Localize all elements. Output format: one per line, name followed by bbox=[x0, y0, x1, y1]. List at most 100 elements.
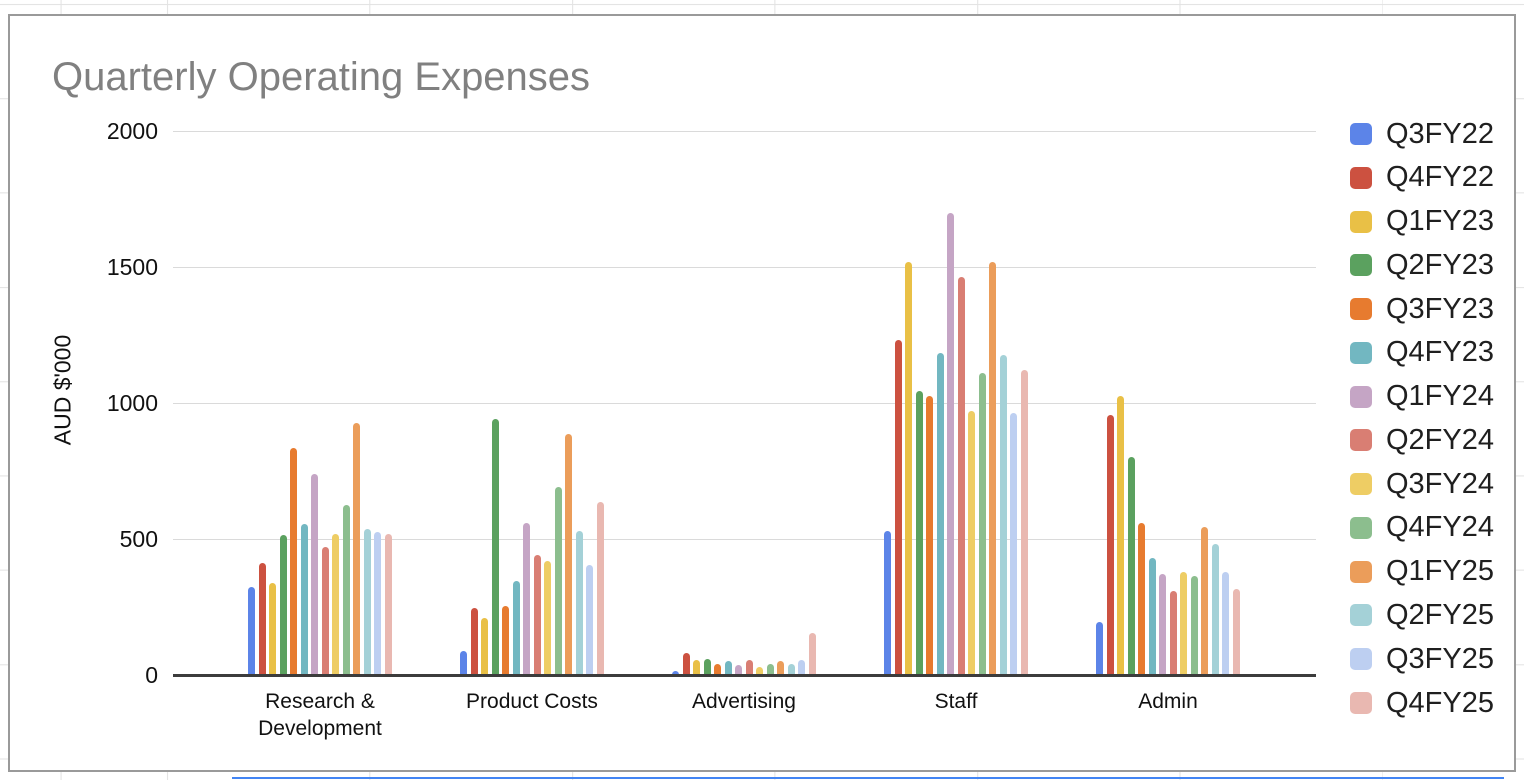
bar-q3fy23-advertising[interactable] bbox=[714, 664, 722, 675]
chart-title[interactable]: Quarterly Operating Expenses bbox=[52, 55, 591, 99]
bar-q3fy24-staff[interactable] bbox=[968, 411, 976, 675]
bar-q4fy25-advertising[interactable] bbox=[808, 633, 816, 675]
bar-q4fy25-research-development[interactable] bbox=[384, 534, 392, 675]
legend-item-q1fy25[interactable]: Q1FY25 bbox=[1350, 550, 1494, 594]
legend-item-q3fy24[interactable]: Q3FY24 bbox=[1350, 462, 1494, 506]
bar-q1fy24-staff[interactable] bbox=[947, 213, 955, 675]
bar-q3fy25-staff[interactable] bbox=[1010, 413, 1018, 675]
sheet-selection-line bbox=[232, 777, 1504, 779]
bar-q4fy24-advertising[interactable] bbox=[766, 664, 774, 675]
gridline-1000 bbox=[173, 403, 1316, 404]
bar-q4fy24-admin[interactable] bbox=[1190, 576, 1198, 675]
legend-label-q4fy24: Q4FY24 bbox=[1386, 511, 1494, 544]
bar-q4fy25-product-costs[interactable] bbox=[596, 502, 604, 675]
bar-q3fy25-admin[interactable] bbox=[1222, 572, 1230, 675]
bar-q4fy25-staff[interactable] bbox=[1020, 370, 1028, 675]
bar-q4fy25-admin[interactable] bbox=[1232, 589, 1240, 675]
legend-item-q3fy23[interactable]: Q3FY23 bbox=[1350, 287, 1494, 331]
bar-q3fy23-admin[interactable] bbox=[1138, 523, 1146, 675]
bar-q4fy24-product-costs[interactable] bbox=[554, 487, 562, 675]
bar-q2fy25-staff[interactable] bbox=[999, 355, 1007, 675]
bar-q1fy24-advertising[interactable] bbox=[735, 665, 743, 675]
legend-item-q2fy25[interactable]: Q2FY25 bbox=[1350, 593, 1494, 637]
bar-q2fy23-admin[interactable] bbox=[1127, 457, 1135, 675]
bar-q2fy23-product-costs[interactable] bbox=[491, 419, 499, 675]
bar-q1fy24-research-development[interactable] bbox=[311, 474, 319, 675]
legend-item-q1fy24[interactable]: Q1FY24 bbox=[1350, 375, 1494, 419]
bar-q1fy25-product-costs[interactable] bbox=[565, 434, 573, 675]
legend-item-q4fy25[interactable]: Q4FY25 bbox=[1350, 681, 1494, 725]
bar-q1fy23-admin[interactable] bbox=[1117, 396, 1125, 675]
bar-q4fy22-advertising[interactable] bbox=[682, 653, 690, 675]
x-axis-line bbox=[173, 674, 1316, 677]
bar-q3fy22-staff[interactable] bbox=[884, 531, 892, 675]
bar-q4fy23-product-costs[interactable] bbox=[512, 581, 520, 675]
y-tick-2000: 2000 bbox=[106, 118, 158, 144]
bar-q4fy22-staff[interactable] bbox=[894, 340, 902, 675]
legend-item-q2fy23[interactable]: Q2FY23 bbox=[1350, 243, 1494, 287]
bar-q1fy25-admin[interactable] bbox=[1201, 527, 1209, 675]
plot-area bbox=[173, 131, 1316, 675]
bar-q3fy22-advertising[interactable] bbox=[672, 671, 680, 675]
bar-q3fy24-admin[interactable] bbox=[1180, 572, 1188, 675]
legend-label-q3fy22: Q3FY22 bbox=[1386, 117, 1494, 150]
bar-q3fy23-product-costs[interactable] bbox=[502, 606, 510, 675]
bar-q2fy23-staff[interactable] bbox=[915, 391, 923, 675]
legend-label-q2fy23: Q2FY23 bbox=[1386, 248, 1494, 281]
bar-q4fy23-staff[interactable] bbox=[936, 353, 944, 675]
bar-q3fy24-advertising[interactable] bbox=[756, 667, 764, 675]
bar-q3fy22-product-costs[interactable] bbox=[460, 651, 468, 675]
bar-q1fy25-research-development[interactable] bbox=[353, 423, 361, 675]
bar-q4fy23-advertising[interactable] bbox=[724, 661, 732, 675]
bar-q1fy25-advertising[interactable] bbox=[777, 661, 785, 675]
bar-q1fy23-advertising[interactable] bbox=[693, 660, 701, 675]
legend-swatch-q4fy23 bbox=[1350, 341, 1372, 364]
bar-q1fy23-research-development[interactable] bbox=[269, 583, 277, 675]
bar-q1fy23-staff[interactable] bbox=[905, 262, 913, 675]
legend-item-q4fy24[interactable]: Q4FY24 bbox=[1350, 506, 1494, 550]
legend-swatch-q1fy25 bbox=[1350, 560, 1372, 583]
bar-q4fy24-research-development[interactable] bbox=[342, 505, 350, 675]
bar-q3fy22-admin[interactable] bbox=[1096, 622, 1104, 675]
bar-q2fy25-advertising[interactable] bbox=[787, 664, 795, 675]
y-tick-1000: 1000 bbox=[106, 390, 158, 416]
legend-item-q1fy23[interactable]: Q1FY23 bbox=[1350, 200, 1494, 244]
bar-q1fy25-staff[interactable] bbox=[989, 262, 997, 675]
legend-swatch-q4fy24 bbox=[1350, 516, 1372, 539]
bar-q3fy25-advertising[interactable] bbox=[798, 660, 806, 675]
gridline-2000 bbox=[173, 131, 1316, 132]
bar-q2fy24-research-development[interactable] bbox=[321, 547, 329, 675]
legend-item-q4fy23[interactable]: Q4FY23 bbox=[1350, 331, 1494, 375]
bar-q4fy22-research-development[interactable] bbox=[258, 563, 266, 675]
bar-q3fy24-product-costs[interactable] bbox=[544, 561, 552, 675]
bar-q3fy23-staff[interactable] bbox=[926, 396, 934, 675]
legend-item-q2fy24[interactable]: Q2FY24 bbox=[1350, 418, 1494, 462]
bar-q2fy24-admin[interactable] bbox=[1169, 591, 1177, 675]
legend-item-q3fy22[interactable]: Q3FY22 bbox=[1350, 112, 1494, 156]
bar-q1fy24-admin[interactable] bbox=[1159, 574, 1167, 675]
chart-container[interactable]: Quarterly Operating Expenses AUD $'000 0… bbox=[8, 14, 1516, 772]
bar-q3fy24-research-development[interactable] bbox=[332, 534, 340, 675]
bar-q4fy22-admin[interactable] bbox=[1106, 415, 1114, 675]
bar-q2fy24-advertising[interactable] bbox=[745, 660, 753, 675]
bar-q4fy24-staff[interactable] bbox=[978, 373, 986, 675]
bar-q3fy22-research-development[interactable] bbox=[248, 587, 256, 675]
bar-q3fy25-research-development[interactable] bbox=[374, 532, 382, 675]
legend-item-q3fy25[interactable]: Q3FY25 bbox=[1350, 637, 1494, 681]
bar-q2fy25-research-development[interactable] bbox=[363, 529, 371, 675]
x-label-advertising: Advertising bbox=[692, 690, 796, 713]
bar-q1fy24-product-costs[interactable] bbox=[523, 523, 531, 675]
bar-q4fy23-admin[interactable] bbox=[1148, 558, 1156, 675]
bar-q4fy23-research-development[interactable] bbox=[300, 524, 308, 675]
bar-q3fy23-research-development[interactable] bbox=[290, 448, 298, 675]
bar-q2fy23-advertising[interactable] bbox=[703, 659, 711, 675]
bar-q2fy23-research-development[interactable] bbox=[279, 535, 287, 675]
bar-q4fy22-product-costs[interactable] bbox=[470, 608, 478, 675]
bar-q3fy25-product-costs[interactable] bbox=[586, 565, 594, 675]
legend-item-q4fy22[interactable]: Q4FY22 bbox=[1350, 156, 1494, 200]
bar-q2fy24-product-costs[interactable] bbox=[533, 555, 541, 675]
bar-q1fy23-product-costs[interactable] bbox=[481, 618, 489, 675]
bar-q2fy25-product-costs[interactable] bbox=[575, 531, 583, 675]
bar-q2fy25-admin[interactable] bbox=[1211, 544, 1219, 675]
bar-q2fy24-staff[interactable] bbox=[957, 277, 965, 675]
